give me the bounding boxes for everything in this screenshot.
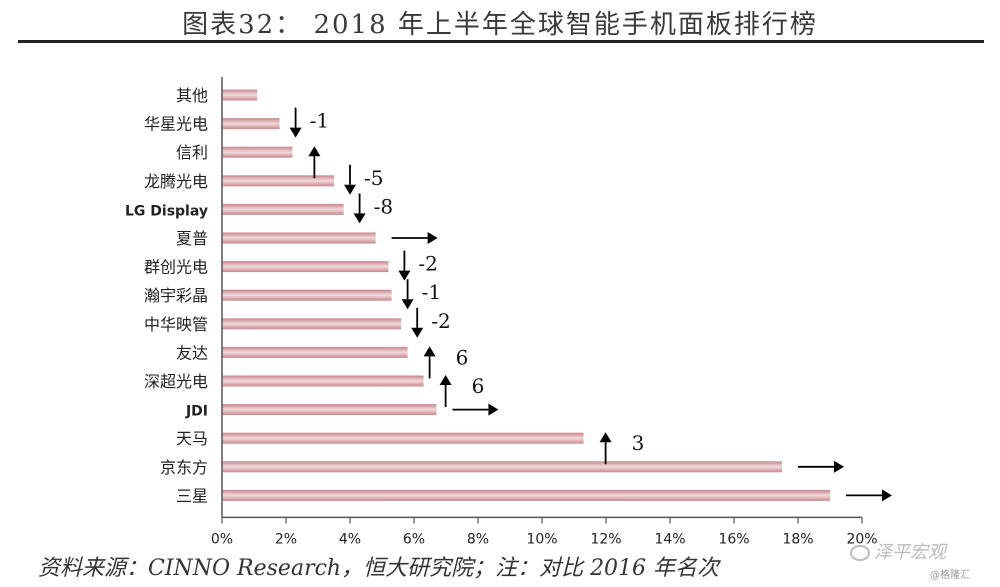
rank-change-label: -1 <box>310 109 329 133</box>
category-label: 龙腾光电 <box>144 172 208 191</box>
rank-change-arrow <box>599 432 612 465</box>
bar-1 <box>222 118 280 130</box>
category-label: 京东方 <box>160 458 208 477</box>
rank-change-label: -1 <box>422 280 441 304</box>
x-tick-label: 0% <box>211 531 233 547</box>
x-tick-label: 12% <box>590 531 621 547</box>
bar-9 <box>222 346 408 358</box>
bar-6 <box>222 261 389 273</box>
rank-change-arrow <box>423 346 436 379</box>
x-tick-label: 6% <box>403 531 425 547</box>
rank-change-arrow <box>391 232 438 244</box>
rank-change-arrow <box>401 279 414 310</box>
bar-0 <box>222 89 258 101</box>
x-tick-label: 18% <box>782 531 813 547</box>
category-label: 其他 <box>176 86 208 105</box>
rank-change-label: 6 <box>456 345 469 369</box>
rank-change-label: 6 <box>472 374 485 398</box>
rank-change-arrow <box>353 193 366 224</box>
bar-4 <box>222 203 344 215</box>
rank-change-arrow <box>411 307 424 338</box>
x-tick-label: 16% <box>718 531 749 547</box>
rank-change-label: -2 <box>431 309 450 333</box>
chart-title: 图表32： 2018 年上半年全球智能手机面板排行榜 <box>182 10 818 40</box>
rank-change-arrow <box>398 250 411 281</box>
title-rule <box>18 40 984 43</box>
x-tick-label: 14% <box>654 531 685 547</box>
bar-7 <box>222 289 392 301</box>
watermark-sub: @格隆汇 <box>930 570 970 581</box>
x-tick-label: 20% <box>846 531 877 547</box>
bar-8 <box>222 318 402 330</box>
x-tick-label: 2% <box>275 531 297 547</box>
watermark-text: 泽平宏观 <box>874 542 946 563</box>
category-label: 群创光电 <box>144 258 208 277</box>
source-note: 资料来源：CINNO Research，恒大研究院；注：对比 2016 年名次 <box>38 556 720 581</box>
x-tick-label: 4% <box>339 531 361 547</box>
rank-change-arrow <box>308 146 321 179</box>
category-label: 深超光电 <box>144 372 208 391</box>
rank-change-label: 3 <box>632 431 645 455</box>
bar-2 <box>222 146 293 158</box>
watermark: 泽平宏观 <box>850 538 946 564</box>
rank-change-arrow <box>846 489 892 502</box>
rank-change-arrow <box>452 403 499 416</box>
category-label: 友达 <box>176 343 208 362</box>
category-label: LG Display <box>125 203 208 219</box>
bar-11 <box>222 404 437 416</box>
x-tick-label: 8% <box>467 531 489 547</box>
bar-3 <box>222 175 334 187</box>
x-tick-label: 10% <box>526 531 557 547</box>
category-label: 华星光电 <box>144 115 208 134</box>
rank-change-label: -8 <box>374 194 393 218</box>
category-label: 瀚宇彩晶 <box>144 286 208 305</box>
rank-change-arrow <box>344 164 356 195</box>
bar-5 <box>222 232 376 244</box>
category-label: 夏普 <box>176 229 208 248</box>
rank-change-arrow <box>798 460 844 473</box>
category-label: 三星 <box>176 486 208 505</box>
wechat-icon <box>850 545 870 561</box>
bar-14 <box>222 489 830 501</box>
category-label: 信利 <box>176 143 208 162</box>
bar-10 <box>222 375 424 387</box>
rank-change-label: -5 <box>364 166 383 190</box>
bar-12 <box>222 432 584 444</box>
rank-change-label: -2 <box>418 252 437 276</box>
category-label: 中华映管 <box>144 315 208 334</box>
rank-change-arrow <box>289 107 302 138</box>
bar-13 <box>222 461 782 473</box>
rank-change-arrow <box>439 375 452 407</box>
category-label: JDI <box>185 404 208 420</box>
category-label: 天马 <box>176 429 208 448</box>
